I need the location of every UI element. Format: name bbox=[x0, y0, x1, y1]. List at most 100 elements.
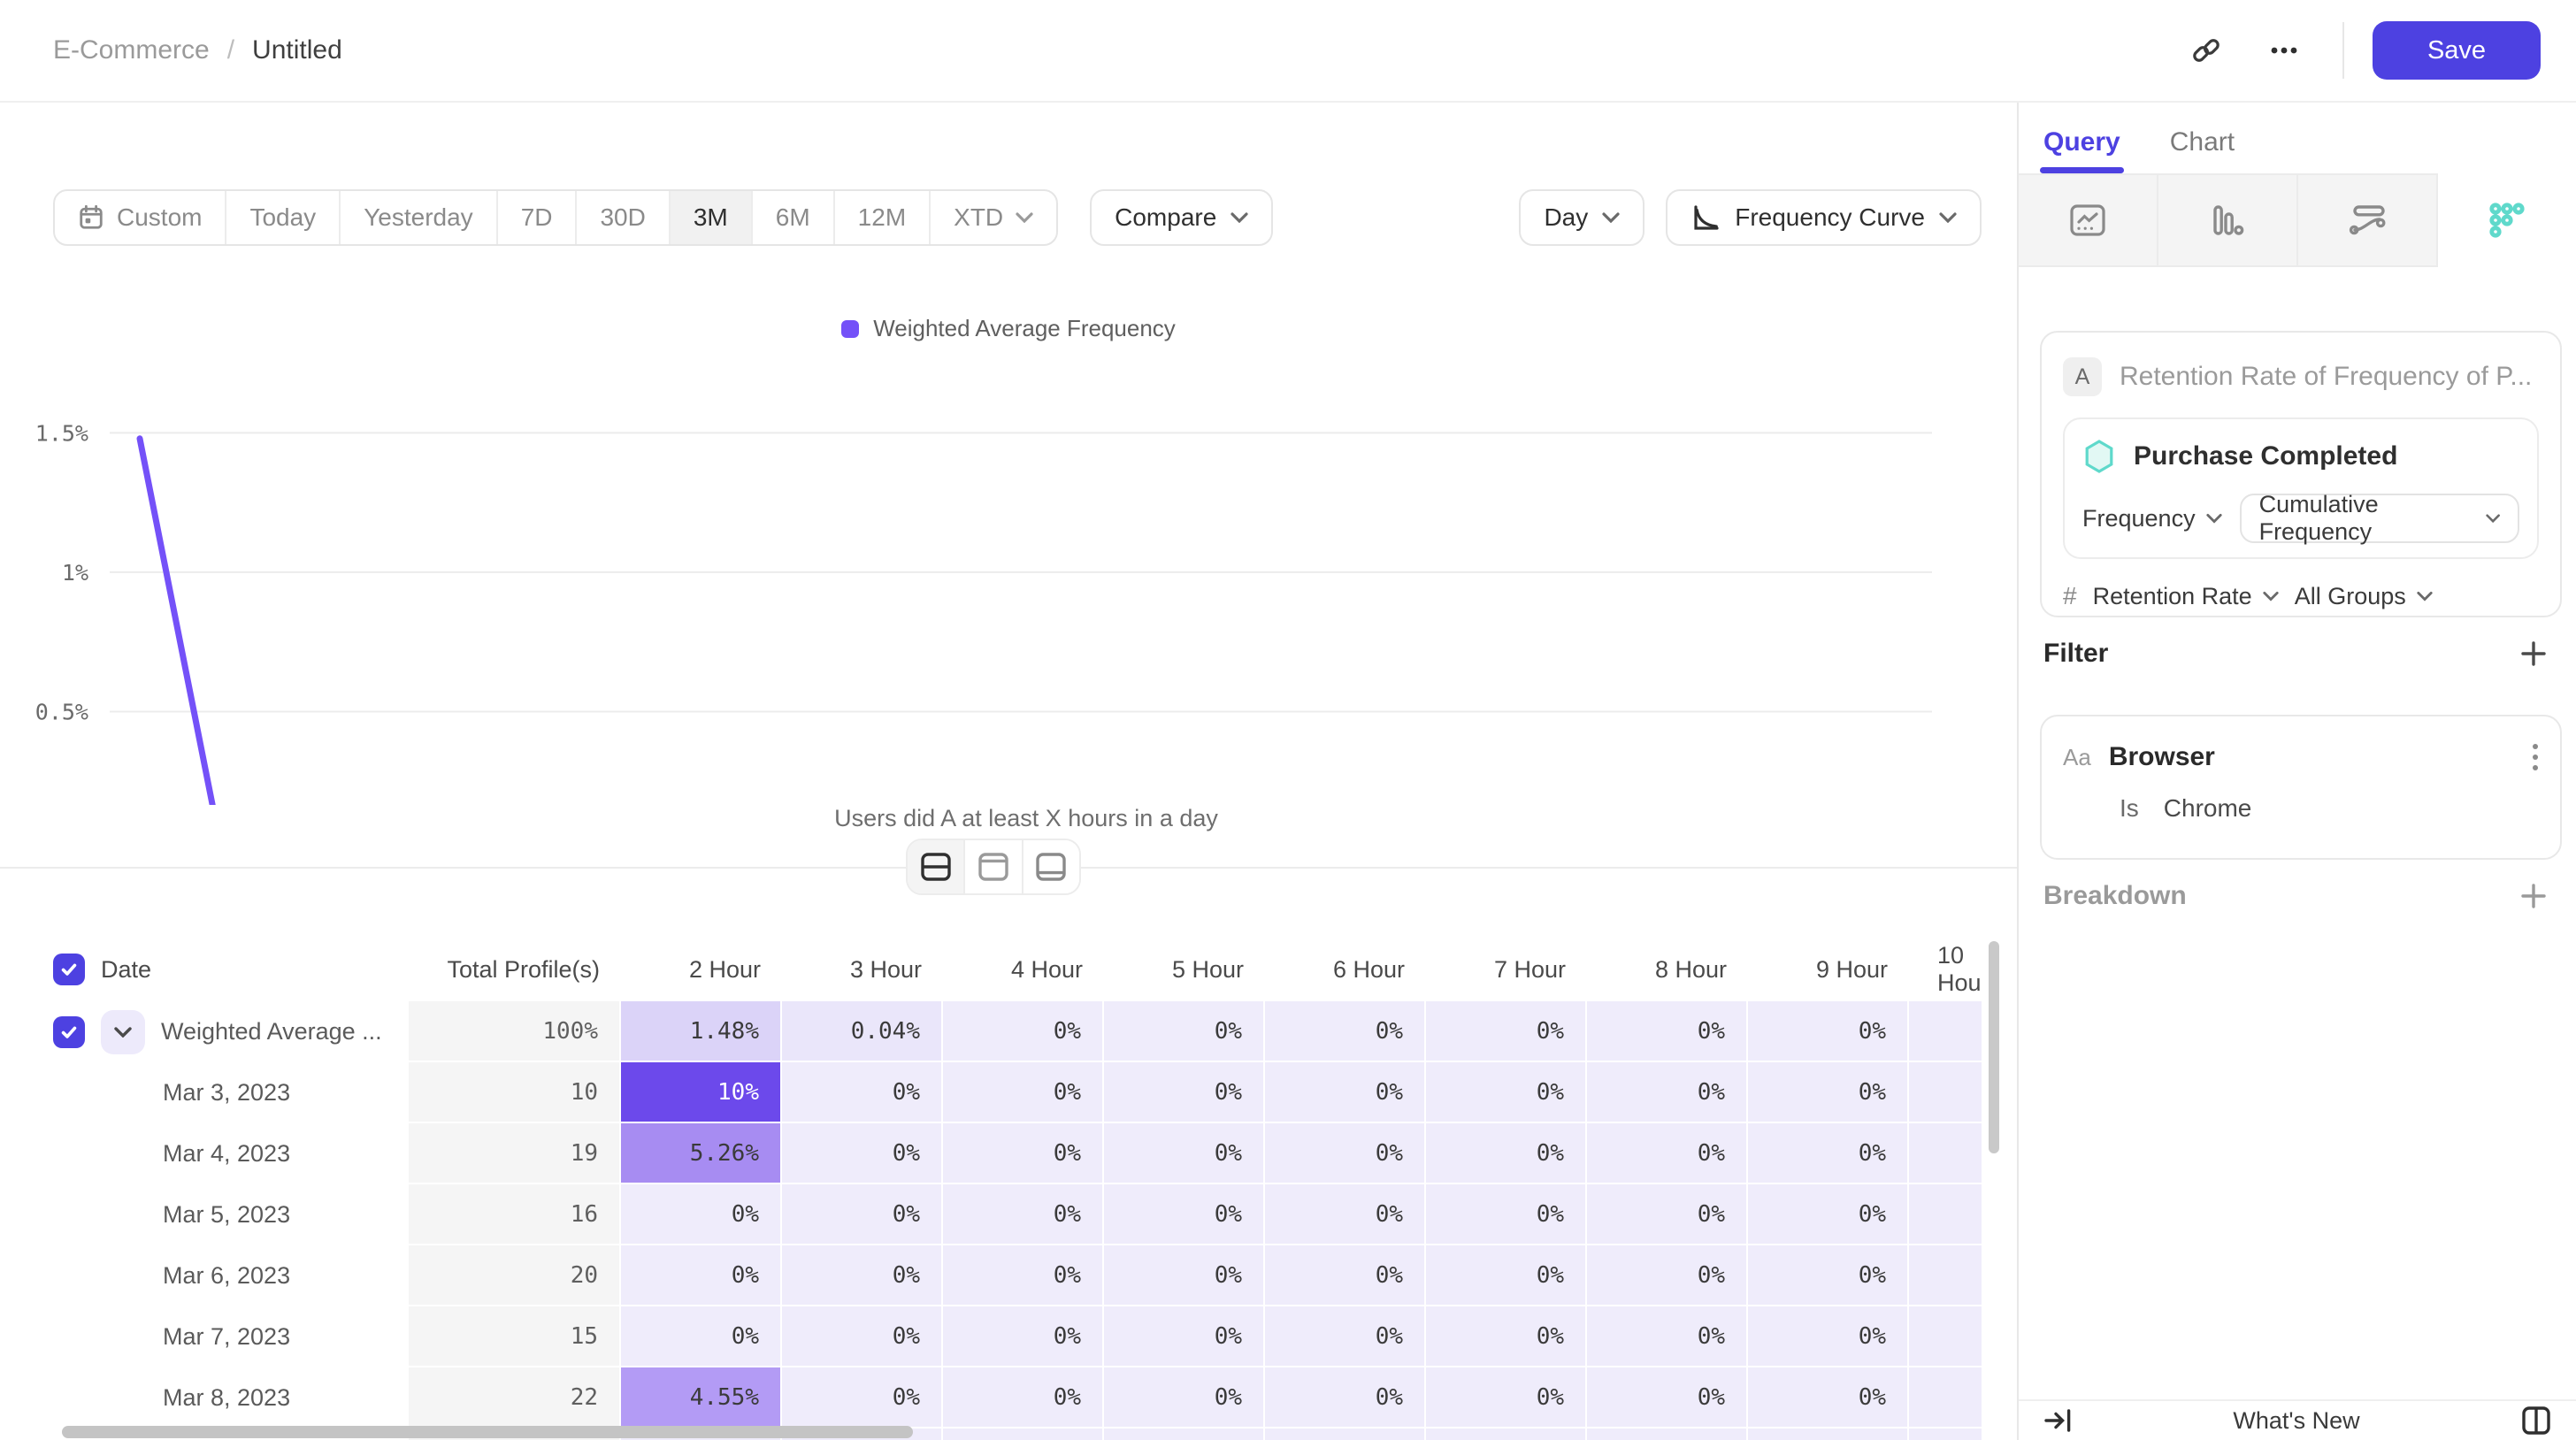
cell-value[interactable]: 0% bbox=[782, 1184, 943, 1245]
cell-value[interactable]: 0% bbox=[1587, 1306, 1748, 1367]
row-label-date[interactable]: Mar 5, 2023 bbox=[163, 1201, 291, 1228]
copy-link-button[interactable] bbox=[2176, 20, 2236, 80]
layout-table-only-button[interactable] bbox=[1021, 840, 1079, 893]
tab-query[interactable]: Query bbox=[2039, 127, 2125, 173]
cell-value[interactable]: 0% bbox=[1587, 1123, 1748, 1184]
report-type-funnels[interactable] bbox=[2158, 173, 2298, 267]
cell-value[interactable]: 0% bbox=[621, 1306, 782, 1367]
cell-value[interactable]: 0% bbox=[1265, 1306, 1426, 1367]
whats-new-link[interactable]: What's New bbox=[2233, 1406, 2360, 1434]
cell-total-profiles[interactable]: 19 bbox=[409, 1123, 621, 1184]
row-label-date[interactable]: Mar 3, 2023 bbox=[163, 1079, 291, 1106]
frequency-line-series[interactable] bbox=[136, 435, 1928, 805]
save-button[interactable]: Save bbox=[2373, 21, 2541, 80]
cell-value[interactable]: 0% bbox=[1748, 1123, 1909, 1184]
cell-value[interactable]: 0% bbox=[621, 1245, 782, 1306]
row-label[interactable]: Weighted Average ... bbox=[161, 1018, 382, 1045]
range-30d[interactable]: 30D bbox=[575, 191, 668, 244]
column-header-date[interactable]: Date bbox=[101, 955, 152, 983]
metric-dropdown[interactable]: Retention Rate bbox=[2093, 583, 2279, 610]
cell-value[interactable]: 10% bbox=[621, 1062, 782, 1123]
cell-value[interactable]: 0% bbox=[943, 1184, 1104, 1245]
query-title[interactable]: Retention Rate of Frequency of P... bbox=[2120, 362, 2533, 391]
cell-value[interactable]: 0% bbox=[1748, 1306, 1909, 1367]
frequency-type-dropdown[interactable]: Cumulative Frequency bbox=[2239, 491, 2519, 545]
cell-value[interactable]: 0% bbox=[782, 1367, 943, 1429]
cell-value[interactable]: 0% bbox=[1426, 1062, 1587, 1123]
cell-value[interactable]: 0% bbox=[621, 1184, 782, 1245]
column-header-4-hour[interactable]: 4 Hour bbox=[1010, 955, 1083, 983]
groups-dropdown[interactable]: All Groups bbox=[2295, 583, 2433, 610]
range-today[interactable]: Today bbox=[225, 191, 339, 244]
cell-value[interactable]: 0% bbox=[1104, 1245, 1265, 1306]
cell-value[interactable]: 0% bbox=[943, 1245, 1104, 1306]
cell-total-profiles[interactable]: 10 bbox=[409, 1062, 621, 1123]
cell-value[interactable]: 0% bbox=[943, 1062, 1104, 1123]
range-6m[interactable]: 6M bbox=[750, 191, 833, 244]
collapse-panel-icon[interactable] bbox=[2043, 1408, 2072, 1433]
column-header-6-hour[interactable]: 6 Hour bbox=[1332, 955, 1405, 983]
report-type-insights[interactable] bbox=[2019, 173, 2158, 267]
granularity-dropdown[interactable]: Day bbox=[1519, 189, 1645, 246]
range-yesterday[interactable]: Yesterday bbox=[339, 191, 496, 244]
cell-total-profiles[interactable]: 15 bbox=[409, 1306, 621, 1367]
cell-value[interactable]: 0% bbox=[1748, 1001, 1909, 1062]
report-type-flows[interactable] bbox=[2298, 173, 2438, 267]
column-header-5-hour[interactable]: 5 Hour bbox=[1171, 955, 1244, 983]
tab-chart[interactable]: Chart bbox=[2169, 127, 2235, 157]
horizontal-scrollbar[interactable] bbox=[62, 1426, 913, 1438]
cell-value[interactable]: 0% bbox=[782, 1062, 943, 1123]
cell-value[interactable]: 0% bbox=[1587, 1367, 1748, 1429]
cell-total-profiles[interactable]: 100% bbox=[409, 1001, 621, 1062]
more-options-button[interactable] bbox=[2254, 20, 2314, 80]
cell-value[interactable]: 0% bbox=[1426, 1123, 1587, 1184]
column-header-7-hour[interactable]: 7 Hour bbox=[1493, 955, 1566, 983]
cell-value[interactable]: 0% bbox=[782, 1123, 943, 1184]
cell-value[interactable]: 0% bbox=[943, 1001, 1104, 1062]
filter-operator[interactable]: Is bbox=[2120, 794, 2139, 822]
range-custom[interactable]: Custom bbox=[55, 191, 225, 244]
cell-value[interactable]: 0% bbox=[1426, 1001, 1587, 1062]
cell-value[interactable]: 0% bbox=[943, 1306, 1104, 1367]
add-breakdown-button[interactable] bbox=[2519, 882, 2548, 910]
cell-value[interactable]: 1.48% bbox=[621, 1001, 782, 1062]
cell-value[interactable]: 0% bbox=[1104, 1001, 1265, 1062]
cell-value[interactable]: 0% bbox=[1265, 1367, 1426, 1429]
filter-value[interactable]: Chrome bbox=[2163, 794, 2252, 822]
filter-property[interactable]: Browser bbox=[2108, 742, 2215, 771]
cell-value[interactable]: 0% bbox=[1265, 1245, 1426, 1306]
cell-value[interactable]: 0% bbox=[1748, 1184, 1909, 1245]
cell-value[interactable]: 0% bbox=[1587, 1245, 1748, 1306]
report-type-retention[interactable] bbox=[2438, 173, 2576, 267]
cell-value[interactable]: 0% bbox=[1265, 1001, 1426, 1062]
side-by-side-icon[interactable] bbox=[2521, 1406, 2551, 1436]
chart-legend[interactable]: Weighted Average Frequency bbox=[0, 315, 2017, 342]
cell-value[interactable]: 0% bbox=[1104, 1306, 1265, 1367]
range-xtd[interactable]: XTD bbox=[929, 191, 1056, 244]
row-checkbox[interactable] bbox=[53, 1015, 85, 1048]
cell-value[interactable]: 0% bbox=[1748, 1245, 1909, 1306]
cell-value[interactable]: 0% bbox=[1104, 1062, 1265, 1123]
cell-value[interactable]: 0% bbox=[782, 1306, 943, 1367]
vertical-scrollbar[interactable] bbox=[1989, 941, 1999, 1153]
cell-value[interactable]: 5.26% bbox=[621, 1123, 782, 1184]
chart-type-dropdown[interactable]: Frequency Curve bbox=[1666, 189, 1982, 246]
cell-value[interactable]: 0% bbox=[1265, 1184, 1426, 1245]
cell-value[interactable]: 0% bbox=[1265, 1123, 1426, 1184]
column-header-2-hour[interactable]: 2 Hour bbox=[688, 955, 761, 983]
cell-value[interactable]: 0% bbox=[1426, 1245, 1587, 1306]
cell-value[interactable]: 0% bbox=[1426, 1367, 1587, 1429]
frequency-dropdown[interactable]: Frequency bbox=[2082, 505, 2222, 532]
range-7d[interactable]: 7D bbox=[495, 191, 576, 244]
cell-value[interactable]: 0% bbox=[1587, 1062, 1748, 1123]
row-label-date[interactable]: Mar 7, 2023 bbox=[163, 1323, 291, 1350]
layout-chart-only-button[interactable] bbox=[963, 840, 1022, 893]
row-label-date[interactable]: Mar 4, 2023 bbox=[163, 1140, 291, 1167]
cell-value[interactable]: 0% bbox=[1104, 1367, 1265, 1429]
add-filter-button[interactable] bbox=[2519, 640, 2548, 668]
layout-split-button[interactable] bbox=[908, 840, 964, 893]
row-label-date[interactable]: Mar 8, 2023 bbox=[163, 1384, 291, 1411]
cell-total-profiles[interactable]: 20 bbox=[409, 1245, 621, 1306]
breadcrumb-project[interactable]: E-Commerce bbox=[53, 35, 210, 65]
